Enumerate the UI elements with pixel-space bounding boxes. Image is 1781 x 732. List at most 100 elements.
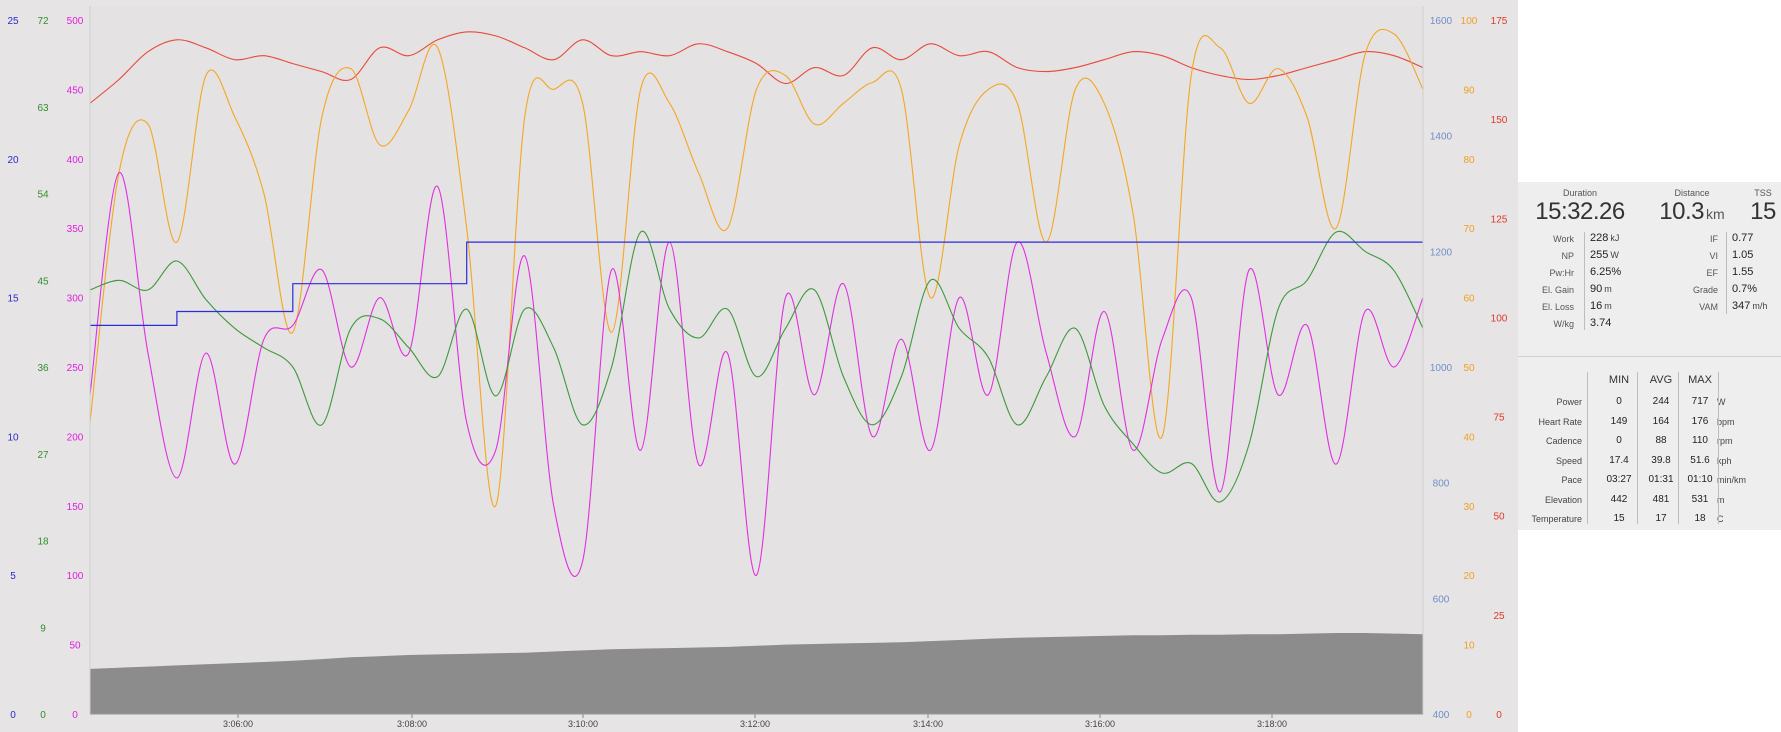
stats-label: Temperature [1531, 514, 1582, 524]
stats-max: 531 [1691, 493, 1709, 505]
stats-label: Heart Rate [1538, 416, 1582, 427]
metric-row: Pw:Hr 6.25% [1518, 266, 1648, 282]
metric-row: VAM 347 m/h [1658, 300, 1781, 316]
metric-label: NP [1561, 251, 1574, 261]
metric-row: El. Gain 90 m [1518, 283, 1648, 299]
stats-row: Power 0 244 717 W [1518, 392, 1781, 410]
elevation-axis-tick: 1000 [1430, 363, 1453, 374]
stats-unit: W [1717, 397, 1726, 407]
metric-number: 6.25% [1590, 266, 1622, 278]
temperature-axis-tick: 30 [1463, 502, 1475, 513]
speed-axis-tick: 25 [7, 16, 19, 27]
stats-unit: rpm [1717, 436, 1733, 446]
stats-row: Temperature 15 17 18 C [1518, 509, 1781, 527]
tss-value: 15 [1750, 198, 1776, 225]
cadence-axis-tick: 72 [37, 16, 49, 27]
elevation-axis-tick: 1200 [1430, 247, 1453, 258]
stats-max: 717 [1691, 396, 1709, 407]
stats-max: 01:10 [1687, 474, 1713, 485]
temperature-axis-tick: 20 [1463, 571, 1475, 582]
stats-min: 17.4 [1609, 454, 1629, 466]
stats-label: Cadence [1545, 436, 1582, 446]
metric-label: Grade [1692, 285, 1718, 295]
metric-value: 1.05 [1732, 249, 1755, 261]
speed-axis-tick: 10 [7, 432, 19, 443]
stats-max: 18 [1694, 513, 1706, 524]
speed-series-line [90, 241, 1423, 326]
temperature-axis-tick: 0 [1466, 710, 1472, 721]
distance-value: 10.3 [1659, 198, 1705, 225]
heart-rate-series-line [89, 31, 1424, 104]
power-axis-tick: 150 [67, 502, 84, 513]
stats-divider-4 [1718, 372, 1719, 524]
power-axis-tick: 400 [67, 155, 84, 166]
stats-avg: 244 [1652, 396, 1670, 407]
stats-max: 51.6 [1690, 454, 1710, 466]
power-axis-tick: 100 [67, 571, 84, 582]
metric-value: 0.7% [1732, 283, 1759, 295]
duration-block: Duration 15:32.26 [1532, 188, 1628, 226]
elevation-axis-tick: 1400 [1430, 132, 1453, 143]
heart-rate-axis-tick: 50 [1493, 512, 1505, 523]
metric-value: 0.77 [1732, 232, 1755, 244]
stats-divider-1 [1587, 372, 1588, 524]
cadence-axis-tick: 9 [40, 623, 46, 634]
metric-unit: kJ [1610, 233, 1620, 243]
stats-row: Heart Rate 149 164 176 bpm [1518, 412, 1781, 430]
heart-rate-axis-tick: 175 [1491, 16, 1508, 27]
heart-rate-axis-tick: 0 [1496, 710, 1502, 721]
elevation-axis-tick: 600 [1433, 594, 1450, 605]
stats-unit: kph [1717, 455, 1732, 466]
x-axis-tick-label: 3:18:00 [1257, 719, 1287, 729]
temperature-axis-tick: 80 [1463, 155, 1475, 166]
stats-min: 0 [1616, 396, 1622, 407]
activity-chart[interactable]: 0 5 10 15 20 25 0 9 18 27 36 45 54 63 72 0 50 100 150 200 25… [0, 0, 1518, 732]
stats-header-max: MAX [1688, 374, 1712, 386]
metric-number: 1.55 [1732, 266, 1754, 278]
metric-number: 0.7% [1732, 283, 1758, 295]
power-axis-tick: 250 [67, 363, 84, 374]
x-axis-tick-label: 3:06:00 [223, 719, 253, 729]
metric-row: EF 1.55 [1658, 266, 1781, 282]
stats-avg: 88 [1655, 435, 1667, 446]
distance-unit: km [1706, 206, 1725, 222]
stats-unit: bpm [1717, 416, 1735, 427]
metrics-left-divider [1584, 232, 1585, 330]
metric-label: VAM [1699, 302, 1718, 312]
temperature-series-line [89, 28, 1424, 508]
power-axis-tick: 350 [67, 224, 84, 235]
stats-row: Elevation 442 481 531 m [1518, 490, 1781, 508]
tss-label: TSS [1754, 188, 1772, 198]
metric-value: 228 kJ [1590, 232, 1619, 244]
metric-row: IF 0.77 [1658, 232, 1781, 248]
metric-label: W/kg [1553, 319, 1574, 329]
metric-number: 1.05 [1732, 249, 1754, 261]
stats-min: 442 [1610, 493, 1628, 505]
metric-unit: m/h [1752, 301, 1768, 311]
metric-unit: W [1610, 250, 1619, 260]
metric-row: Work 228 kJ [1518, 232, 1648, 248]
temperature-axis-tick: 50 [1463, 363, 1475, 374]
stats-header-min: MIN [1608, 374, 1630, 386]
heart-rate-axis-tick: 25 [1493, 611, 1505, 622]
plot-area[interactable] [90, 6, 1423, 714]
summary-panel: Duration 15:32.26 Distance 10.3 km TSS 15… [1518, 182, 1781, 530]
duration-value: 15:32.26 [1535, 198, 1625, 225]
stats-avg: 481 [1652, 493, 1670, 505]
stats-min: 0 [1616, 435, 1622, 446]
speed-axis-tick: 15 [7, 294, 19, 305]
distance-label: Distance [1674, 188, 1710, 198]
heart-rate-axis-tick: 125 [1491, 214, 1508, 225]
speed-axis-tick: 5 [10, 571, 16, 582]
cadence-axis-tick: 54 [37, 190, 49, 201]
stats-min: 03:27 [1606, 474, 1632, 485]
temperature-axis-tick: 40 [1463, 432, 1475, 443]
speed-axis-tick: 20 [7, 155, 19, 166]
metric-value: 6.25% [1590, 266, 1623, 278]
tss-block: TSS 15 [1748, 188, 1778, 226]
stats-unit: m [1717, 494, 1725, 505]
elevation-axis-tick: 1600 [1430, 16, 1453, 27]
temperature-axis-tick: 100 [1461, 16, 1478, 27]
power-axis-tick: 450 [67, 85, 84, 96]
metric-number: 347 [1732, 300, 1751, 312]
